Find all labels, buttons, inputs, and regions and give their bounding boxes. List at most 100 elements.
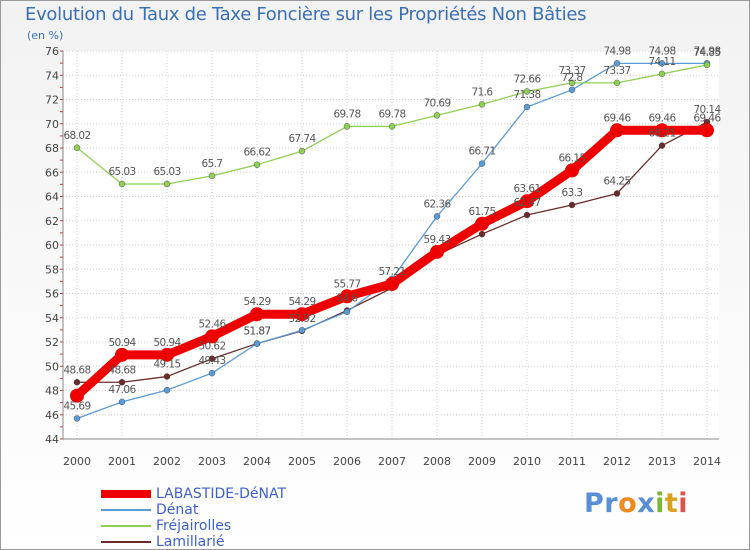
data-point [478, 230, 486, 238]
data-label: 59.43 [423, 234, 450, 246]
data-point [205, 329, 219, 344]
data-label: 50.94 [108, 337, 136, 349]
data-point [568, 201, 576, 209]
data-label: 66.62 [243, 147, 270, 159]
data-point [115, 347, 129, 362]
data-label: 63.61 [513, 183, 540, 195]
data-point [703, 61, 711, 69]
y-tick-label: 58 [45, 263, 59, 276]
data-point [700, 123, 714, 138]
data-label: 71.6 [472, 86, 494, 98]
data-point [523, 88, 531, 95]
data-label: 65.03 [153, 166, 180, 178]
data-label: 65.7 [202, 158, 223, 170]
data-label: 69.46 [648, 112, 676, 124]
x-tick-label: 2001 [108, 455, 136, 468]
legend-swatch-lamillarie [101, 541, 151, 543]
data-point [658, 142, 666, 149]
data-label: 67.74 [288, 133, 316, 145]
data-point [295, 307, 309, 322]
data-label: 65.03 [108, 166, 135, 178]
data-point [208, 369, 216, 377]
data-point [655, 123, 669, 138]
data-label: 72.66 [513, 73, 541, 85]
legend-label-denat: Dénat [156, 502, 199, 518]
data-point [388, 123, 396, 130]
data-label: 52.46 [198, 318, 226, 330]
y-tick-label: 66 [45, 166, 59, 179]
y-tick-label: 46 [45, 409, 59, 422]
data-label: 68.02 [63, 130, 90, 142]
logo-letter: i [655, 488, 665, 519]
data-point [163, 180, 171, 188]
legend-swatch-denat [101, 509, 151, 511]
data-point [658, 70, 666, 78]
data-label: 71.38 [513, 89, 540, 101]
logo-letter: i [678, 488, 689, 519]
data-label: 72.8 [562, 72, 583, 84]
data-label: 69.46 [693, 112, 721, 124]
data-point [253, 161, 261, 168]
legend-label-lamillarie: Lamillarié [156, 534, 225, 550]
data-point [613, 190, 621, 197]
data-point [160, 347, 174, 362]
data-point [523, 211, 531, 219]
y-tick-label: 50 [45, 360, 59, 373]
y-tick-label: 62 [45, 215, 59, 228]
x-tick-label: 2006 [333, 455, 361, 468]
data-point [433, 112, 441, 119]
data-label: 63.3 [562, 187, 583, 199]
data-label: 73.37 [558, 65, 585, 77]
logo-letter: t [664, 488, 679, 519]
logo-letter: x [637, 488, 656, 519]
data-label: 73.37 [603, 65, 630, 77]
x-tick-label: 2013 [648, 455, 676, 468]
data-label: 52.92 [288, 313, 315, 325]
y-tick-label: 54 [45, 312, 59, 325]
data-label: 69.46 [603, 112, 631, 124]
legend-swatch-frejairolles [101, 525, 151, 527]
y-tick-label: 48 [45, 385, 59, 398]
y-tick-label: 72 [45, 94, 59, 107]
data-label: 66.15 [558, 152, 585, 164]
data-label: 62.36 [423, 198, 451, 210]
data-point [298, 327, 306, 334]
x-tick-label: 2003 [198, 455, 226, 468]
data-label: 68.21 [648, 128, 675, 140]
data-label: 51.87 [243, 326, 270, 338]
data-point [208, 172, 216, 180]
data-point [568, 86, 576, 94]
data-point [208, 355, 216, 362]
x-tick-label: 2000 [63, 455, 91, 468]
data-point [118, 398, 126, 406]
data-label: 61.75 [468, 206, 495, 218]
data-label: 69.78 [333, 108, 360, 120]
data-label: 49.15 [153, 359, 180, 371]
data-point [250, 307, 264, 322]
logo-letter: o [618, 488, 638, 519]
y-tick-label: 52 [45, 336, 59, 349]
chart-title: Evolution du Taux de Taxe Foncière sur l… [25, 4, 587, 25]
data-label: 45.69 [63, 401, 90, 413]
data-label: 48.68 [63, 364, 90, 376]
data-label: 74.11 [648, 56, 675, 68]
data-point [118, 379, 126, 386]
x-tick-label: 2005 [288, 455, 316, 468]
data-label: 69.78 [378, 108, 405, 120]
data-point [163, 373, 171, 380]
data-point [70, 388, 84, 403]
data-point [565, 163, 579, 178]
data-point [433, 213, 441, 220]
data-label: 74.98 [648, 45, 675, 57]
y-tick-label: 64 [45, 191, 59, 204]
data-point [385, 276, 399, 291]
data-label: 74.85 [693, 47, 720, 59]
y-tick-label: 60 [45, 239, 59, 252]
chart-unit: (en %) [27, 29, 64, 42]
y-tick-label: 56 [45, 288, 59, 301]
data-point [298, 147, 306, 155]
data-point [163, 386, 171, 394]
data-label: 51.87 [243, 326, 270, 338]
y-tick-label: 70 [45, 118, 59, 131]
